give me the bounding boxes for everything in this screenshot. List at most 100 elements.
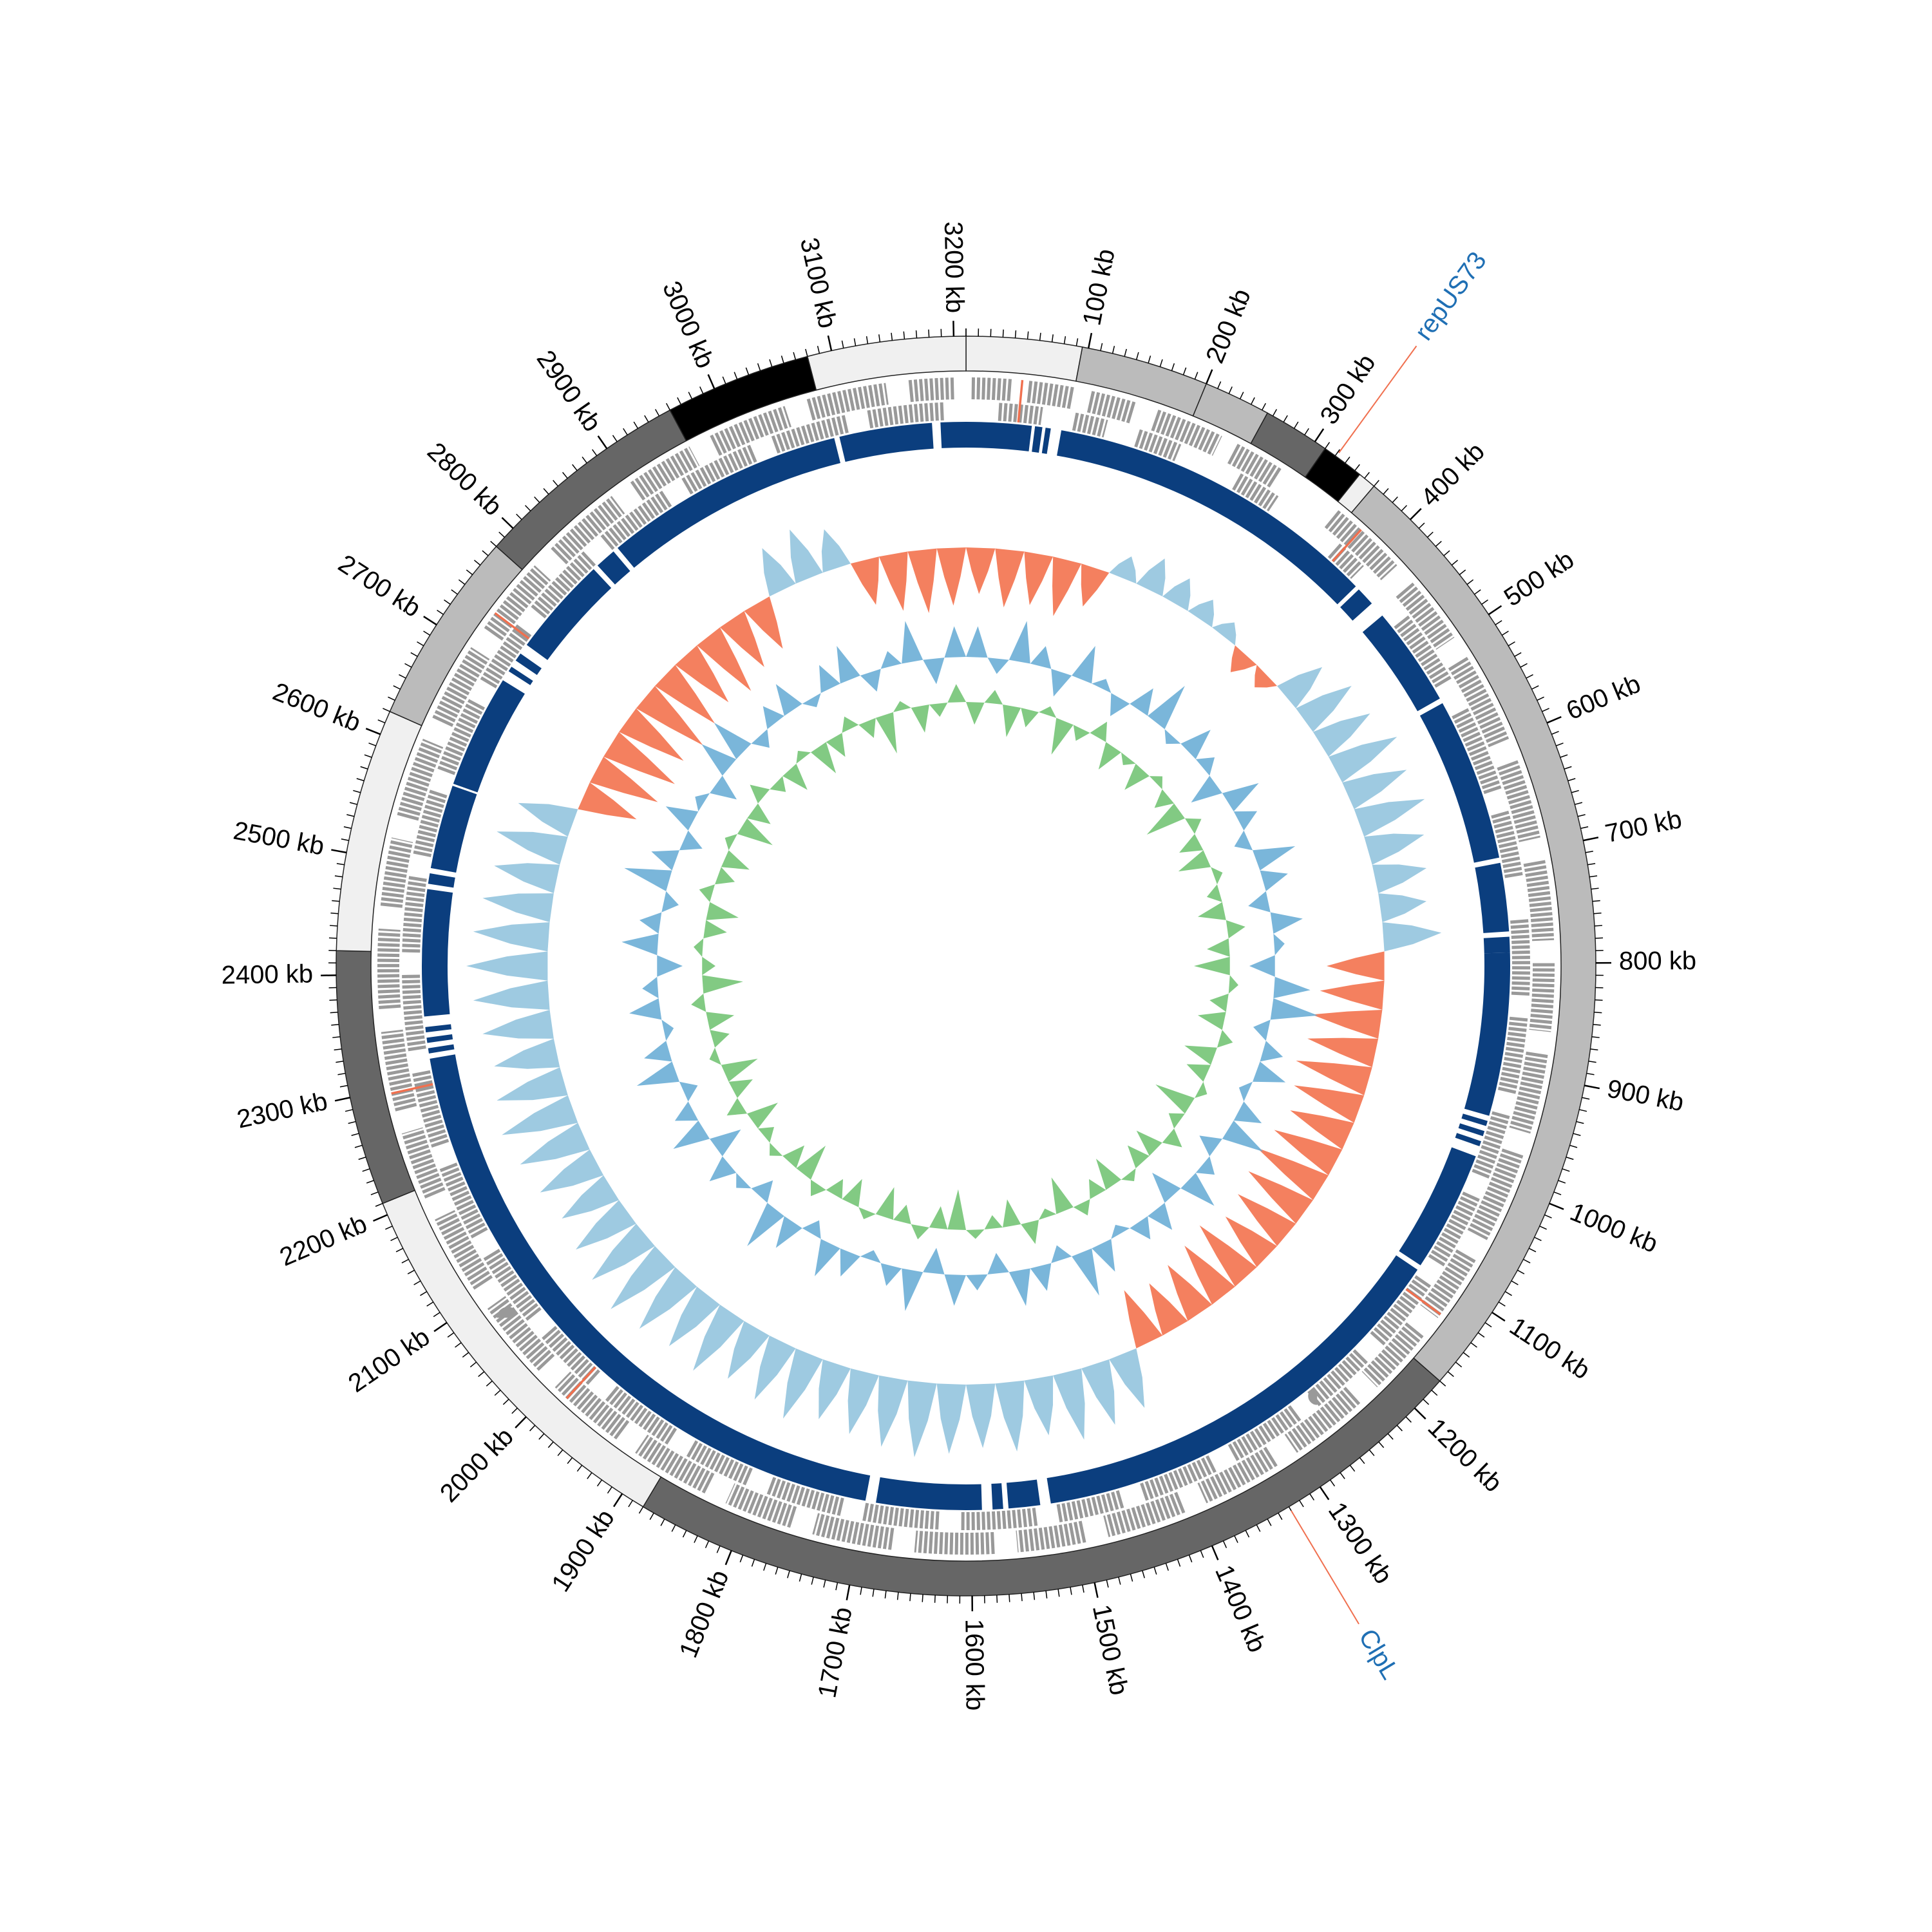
gc-spike	[923, 658, 945, 685]
skew-bar	[697, 627, 752, 691]
gene	[1467, 1148, 1524, 1240]
minor-tick	[337, 1072, 346, 1075]
gc-spike	[642, 976, 659, 999]
minor-tick	[1014, 330, 1017, 339]
minor-tick	[1423, 1399, 1430, 1405]
minor-tick	[1182, 367, 1187, 375]
gene	[1086, 391, 1137, 424]
gene	[1056, 1490, 1124, 1522]
skew-bar	[562, 1175, 620, 1219]
hit-segment	[1032, 426, 1043, 453]
minor-tick	[343, 826, 352, 829]
gene	[412, 1069, 450, 1148]
gc-spike	[911, 704, 929, 733]
major-tick	[373, 1214, 388, 1222]
minor-tick	[345, 1109, 353, 1112]
major-tick	[1094, 1582, 1099, 1598]
skew-bar	[502, 1095, 578, 1135]
gene	[1134, 429, 1182, 462]
minor-tick	[334, 875, 343, 878]
minor-tick	[811, 1577, 814, 1585]
gc-spike	[826, 1179, 843, 1200]
minor-tick	[1459, 569, 1466, 575]
hit-segment	[453, 680, 525, 793]
gc-spike	[775, 684, 802, 716]
major-tick	[707, 374, 715, 389]
minor-tick	[469, 1361, 477, 1368]
gc-spike	[1228, 975, 1238, 994]
gc-spike	[1180, 730, 1211, 759]
gc-spike	[1030, 646, 1052, 669]
minor-tick	[1345, 456, 1350, 464]
skew-bar	[754, 1335, 796, 1400]
gc-spike	[1260, 870, 1288, 891]
minor-tick	[1239, 392, 1244, 399]
minor-tick	[751, 1558, 755, 1567]
skew-bar	[1296, 686, 1352, 732]
minor-tick	[793, 352, 797, 360]
gene	[1510, 919, 1530, 997]
minor-tick	[451, 589, 458, 595]
minor-tick	[1368, 1449, 1375, 1456]
hit-segment	[966, 422, 1032, 451]
skew-bar	[821, 529, 851, 573]
hit-segment	[515, 653, 542, 676]
gc-spike	[1098, 742, 1121, 770]
skew-bar	[578, 782, 637, 820]
hit-segment	[1461, 1113, 1488, 1126]
minor-tick	[330, 912, 339, 914]
gc-spike	[782, 763, 808, 790]
minor-tick	[1470, 1342, 1477, 1348]
minor-tick	[1329, 1479, 1336, 1487]
annotation-line	[1338, 345, 1417, 453]
gene	[600, 490, 673, 551]
minor-tick	[1334, 449, 1340, 457]
major-tick	[846, 1584, 851, 1600]
skew-bar	[497, 831, 568, 865]
gene	[812, 1513, 895, 1550]
minor-tick	[1498, 1302, 1506, 1307]
gc-spike	[679, 1081, 698, 1102]
minor-tick	[1534, 1236, 1542, 1242]
hit-segment	[876, 1477, 982, 1510]
gc-spike	[880, 1263, 902, 1286]
skew-bar	[1378, 893, 1426, 923]
gene	[1523, 860, 1555, 942]
minor-tick	[395, 1247, 404, 1253]
minor-tick	[1112, 346, 1115, 354]
minor-tick	[909, 1593, 911, 1602]
gc-spike	[1195, 1081, 1208, 1098]
minor-tick	[1590, 1048, 1598, 1051]
gc-spike	[706, 902, 739, 920]
gc-spike	[721, 850, 750, 870]
gene	[1197, 1446, 1278, 1504]
minor-tick	[486, 1380, 493, 1387]
gc-spike	[674, 1101, 699, 1121]
gc-spike	[1270, 912, 1303, 934]
minor-tick	[351, 1133, 359, 1136]
gc-spike	[1234, 830, 1253, 851]
skew-bar	[744, 596, 783, 649]
gene	[681, 444, 758, 495]
gene	[908, 377, 955, 402]
hit-segment	[839, 422, 934, 462]
gc-spike	[1110, 693, 1130, 717]
gc-spike	[751, 729, 770, 748]
minor-tick	[1392, 496, 1398, 503]
skew-bar	[1230, 645, 1257, 672]
gc-spike	[875, 1187, 895, 1220]
gc-spike	[819, 665, 840, 694]
minor-tick	[356, 778, 365, 782]
minor-tick	[1256, 1524, 1261, 1532]
minor-tick	[1555, 743, 1564, 746]
minor-tick	[1566, 1157, 1574, 1160]
major-tick	[365, 728, 381, 735]
major-tick	[1488, 605, 1502, 616]
tick-label: 800 kb	[1619, 947, 1696, 976]
skew-bar	[639, 1267, 697, 1329]
minor-tick	[934, 1595, 936, 1603]
gc-spike	[714, 723, 752, 759]
minor-tick	[607, 1486, 612, 1494]
minor-tick	[1571, 790, 1579, 793]
gc-spike	[1072, 646, 1095, 684]
